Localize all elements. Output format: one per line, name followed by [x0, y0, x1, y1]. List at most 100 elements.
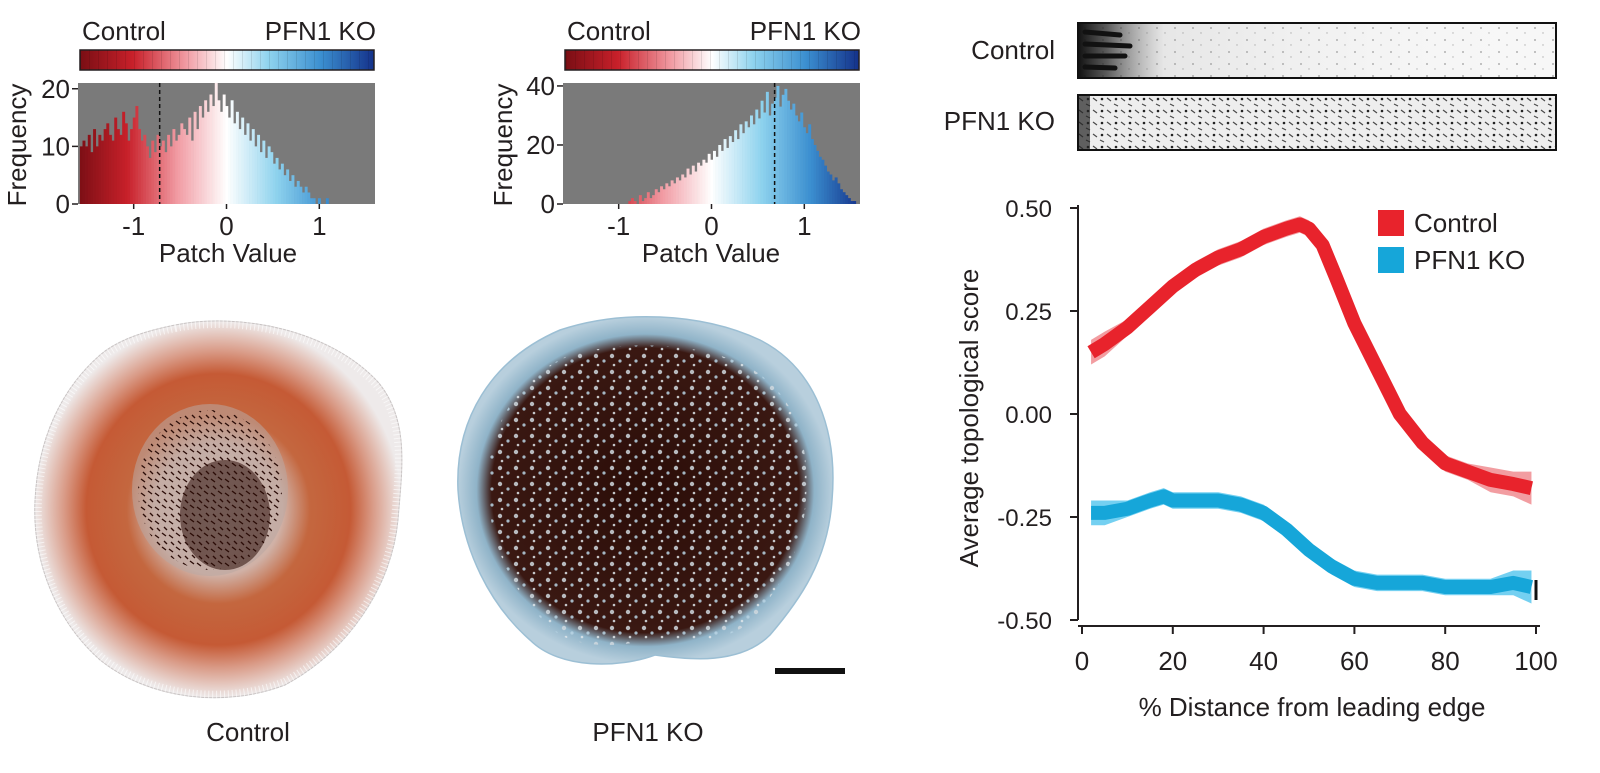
- histogram-bar: [720, 150, 724, 204]
- histogram-bar: [673, 183, 677, 204]
- histogram-pfn1ko: Control PFN1 KO 0 20 40 -1 0 1 Patch Value F…: [488, 16, 861, 268]
- control-cell-image: [27, 313, 409, 705]
- histogram-bar: [824, 165, 828, 204]
- x-axis-ticks: -1 0 1: [122, 204, 327, 241]
- colorbar-right-label: PFN1 KO: [265, 16, 376, 46]
- y-tick-label: 0: [56, 189, 70, 219]
- scale-bar: [775, 668, 845, 674]
- histogram-bar: [747, 127, 751, 204]
- histogram-bar: [630, 198, 634, 204]
- histogram-bar: [792, 103, 796, 204]
- histogram-bar: [853, 201, 857, 204]
- histogram-bar: [164, 152, 168, 204]
- x-tick-label: 40: [1249, 646, 1278, 676]
- histogram-bar: [193, 111, 197, 204]
- histogram-bar: [288, 180, 292, 204]
- histogram-bar: [95, 146, 99, 204]
- histogram-bar: [291, 175, 295, 204]
- y-axis-label: Frequency: [2, 84, 32, 207]
- histogram-bar: [768, 115, 772, 204]
- x-axis-label: Patch Value: [159, 238, 297, 268]
- histogram-bar: [307, 192, 311, 204]
- histogram-bar: [681, 174, 685, 204]
- histogram-bar: [779, 106, 783, 204]
- histogram-bar: [312, 198, 316, 204]
- histogram-bar: [813, 144, 817, 204]
- x-tick-label: 60: [1340, 646, 1369, 676]
- x-tick-label: -1: [607, 211, 630, 241]
- histogram-bar: [222, 94, 226, 204]
- legend-label-pfn1ko: PFN1 KO: [1414, 245, 1525, 275]
- histogram-bar: [683, 177, 687, 204]
- histogram-bar: [757, 118, 761, 204]
- histogram-bar: [781, 94, 785, 204]
- strip-pfn1ko-frame: [1077, 94, 1557, 151]
- histogram-bar: [161, 140, 165, 204]
- histogram-bar: [773, 97, 777, 204]
- histogram-bar: [201, 117, 205, 204]
- histogram-bar: [763, 112, 767, 204]
- histogram-bar: [135, 106, 139, 204]
- control-image-label: Control: [206, 717, 290, 747]
- histogram-bar: [675, 177, 679, 204]
- histogram-bar: [826, 171, 830, 204]
- colorbar-steps: [565, 50, 859, 70]
- histogram-bar: [744, 121, 748, 204]
- x-tick-label: 0: [1075, 646, 1089, 676]
- histogram-bar: [755, 109, 759, 204]
- histogram-bar: [734, 130, 738, 204]
- histogram-bar: [787, 100, 790, 204]
- pfn1ko-cell-texture: [487, 345, 807, 645]
- histogram-bar: [728, 136, 732, 204]
- legend: Control PFN1 KO: [1378, 208, 1525, 275]
- histogram-bar: [689, 174, 693, 204]
- legend-label-control: Control: [1414, 208, 1498, 238]
- histogram-bar: [718, 144, 722, 204]
- y-tick-label: 0.25: [1005, 299, 1052, 326]
- histogram-bar: [286, 169, 290, 204]
- histogram-bar: [760, 100, 764, 204]
- y-axis-label: Frequency: [488, 84, 518, 207]
- histogram-bar: [304, 186, 308, 204]
- histogram-bar: [124, 123, 128, 204]
- histogram-bar: [280, 163, 284, 204]
- histogram-bar: [108, 134, 112, 204]
- histogram-bar: [227, 117, 231, 204]
- histogram-bar: [167, 134, 171, 204]
- histogram-bar: [800, 112, 804, 204]
- histogram-bar: [821, 159, 825, 204]
- x-tick-label: 1: [797, 211, 811, 241]
- histogram-bar: [93, 129, 97, 204]
- histogram-bar: [842, 192, 846, 204]
- histogram-bar: [119, 134, 123, 204]
- histogram-bar: [299, 186, 303, 204]
- histogram-bar: [103, 129, 107, 204]
- histogram-bar: [254, 146, 258, 204]
- x-tick-label: -1: [122, 211, 145, 241]
- histogram-bar: [116, 129, 120, 204]
- histogram-bar: [130, 129, 134, 204]
- x-tick-label: 100: [1514, 646, 1557, 676]
- histogram-bar: [739, 124, 743, 204]
- strip-control-protrusions: [1082, 29, 1133, 71]
- histogram-bar: [736, 139, 740, 204]
- x-axis-label: % Distance from leading edge: [1139, 692, 1486, 722]
- series-lines: [1087, 217, 1534, 595]
- histogram-bar: [270, 152, 274, 204]
- histogram-bar: [750, 115, 753, 204]
- y-tick-label: 20: [41, 74, 70, 104]
- histogram-bar: [309, 198, 313, 204]
- histogram-bar: [325, 198, 329, 204]
- y-tick-label: 0.50: [1005, 196, 1052, 223]
- histogram-bar: [246, 123, 250, 204]
- histogram-bar: [196, 129, 200, 204]
- histogram-bar: [217, 100, 221, 204]
- colorbar-right-label: PFN1 KO: [750, 16, 861, 46]
- histogram-bar: [122, 111, 126, 204]
- y-tick-label: -0.25: [997, 505, 1052, 532]
- strip-pfn1ko-image: [1078, 95, 1556, 150]
- histogram-bar: [834, 177, 838, 204]
- histogram-bar: [832, 180, 835, 204]
- histogram-bar: [209, 94, 213, 204]
- histogram-bar: [691, 165, 695, 204]
